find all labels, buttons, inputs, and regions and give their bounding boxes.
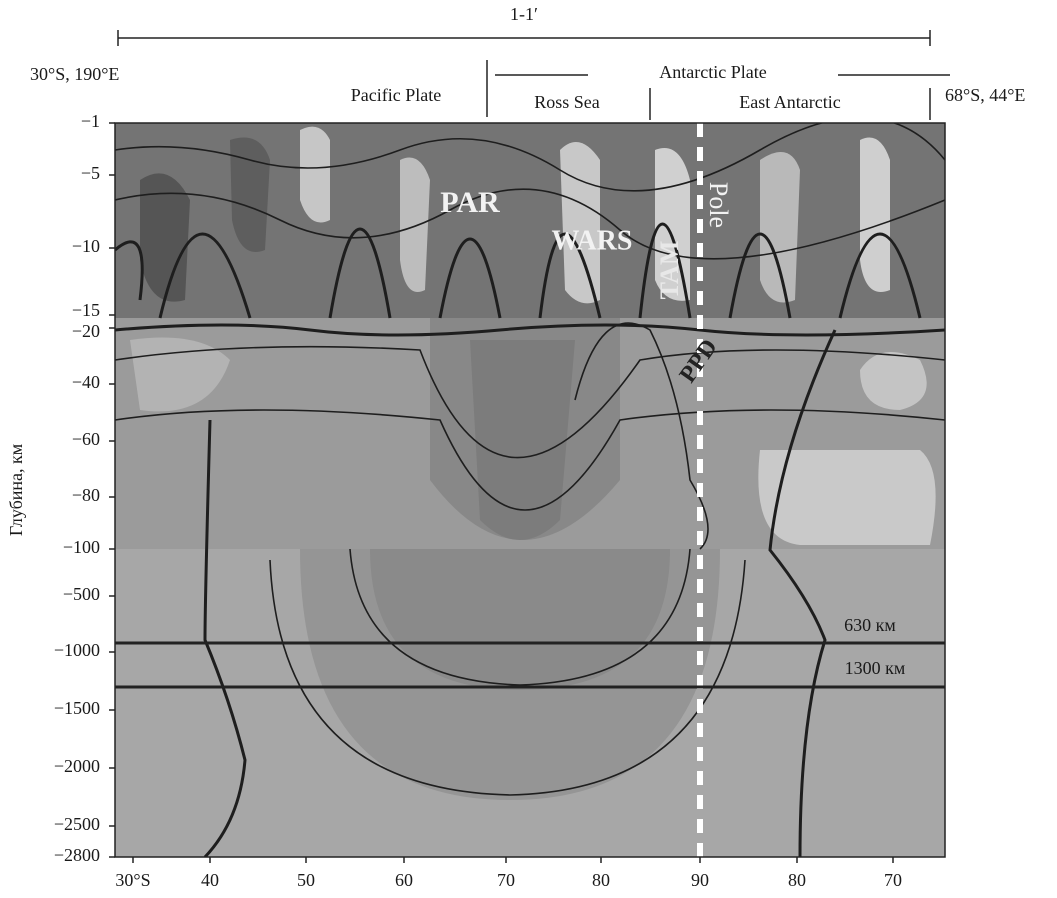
- y-tick-label: −2000: [54, 756, 100, 776]
- annotation: 1300 км: [845, 658, 906, 678]
- x-tick-label: 50: [297, 870, 315, 890]
- y-axis-label: Глубина, км: [6, 444, 26, 536]
- chart-title: 1-1′: [510, 4, 538, 24]
- y-tick-label: −80: [72, 485, 100, 505]
- annotation: WARS: [552, 225, 633, 256]
- x-tick-label: 60: [395, 870, 413, 890]
- y-tick-label: −2800: [54, 845, 100, 865]
- annotation: East Antarctic: [739, 92, 840, 112]
- y-tick-label: −20: [72, 321, 100, 341]
- annotation: Pole: [704, 182, 733, 228]
- x-tick-label: 30°S: [115, 870, 150, 890]
- start-label: 30°S, 190°E: [30, 64, 119, 84]
- x-tick-label: 40: [201, 870, 219, 890]
- y-tick-label: −500: [63, 584, 100, 604]
- plot-frame: [114, 122, 946, 858]
- header-lines: [117, 30, 950, 120]
- annotation: Pacific Plate: [351, 85, 441, 105]
- annotation: TAM: [655, 241, 684, 300]
- y-tick-label: −60: [72, 429, 100, 449]
- x-tick-label: 70: [497, 870, 515, 890]
- y-tick-label: −100: [63, 537, 100, 557]
- y-tick-label: −5: [81, 163, 100, 183]
- y-tick-label: −1: [81, 111, 100, 131]
- y-tick-label: −40: [72, 372, 100, 392]
- y-tick-label: −1000: [54, 640, 100, 660]
- annotation: 630 км: [844, 615, 896, 635]
- y-tick-label: −2500: [54, 814, 100, 834]
- x-tick-label: 90: [691, 870, 709, 890]
- velocity-field: [115, 123, 945, 857]
- y-tick-label: −1500: [54, 698, 100, 718]
- annotation: Antarctic Plate: [659, 62, 766, 82]
- y-tick-label: −10: [72, 236, 100, 256]
- end-label: 68°S, 44°E: [945, 85, 1025, 105]
- x-tick-label: 80: [788, 870, 806, 890]
- x-tick-label: 80: [592, 870, 610, 890]
- x-tick-label: 70: [884, 870, 902, 890]
- annotation: Ross Sea: [534, 92, 600, 112]
- annotation: PAR: [440, 186, 500, 219]
- y-tick-label: −15: [72, 300, 100, 320]
